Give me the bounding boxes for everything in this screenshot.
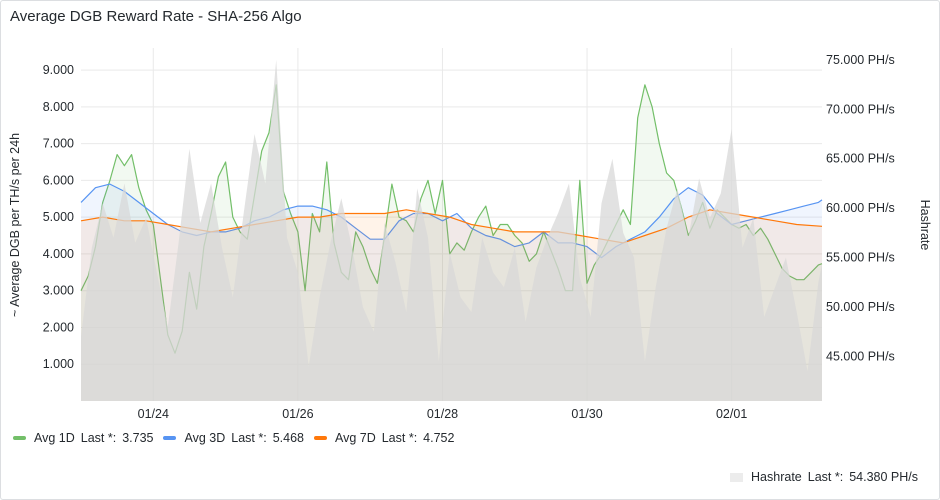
legend-last-value-avg-7d: 4.752 [423,431,455,445]
y-tick-label: 6.000 [43,173,74,187]
y2-tick-label: 60.000 PH/s [826,201,895,215]
legend-item-avg-1d[interactable]: Avg 1D Last *: 3.735 [13,431,153,445]
y2-tick-label: 55.000 PH/s [826,251,895,265]
y-tick-label: 4.000 [43,247,74,261]
y-tick-label: 8.000 [43,100,74,114]
y-tick-label: 7.000 [43,137,74,151]
y2-tick-label: 70.000 PH/s [826,102,895,116]
y-tick-label: 9.000 [43,63,74,77]
x-tick-label: 02/01 [716,407,747,421]
legend-label-avg-1d: Avg 1D [34,431,75,445]
y2-tick-label: 65.000 PH/s [826,152,895,166]
legend-swatch-avg-3d [163,436,177,440]
y-tick-label: 5.000 [43,210,74,224]
legend-last-label-avg-1d: Last *: [80,431,117,445]
legend: Avg 1D Last *: 3.735 Avg 3D Last *: 5.46… [13,431,464,445]
series-area-hashrate [81,59,822,402]
legend-swatch-avg-7d [313,436,327,440]
x-tick-label: 01/26 [282,407,313,421]
x-tick-label: 01/30 [571,407,602,421]
legend-label-avg-3d: Avg 3D [184,431,226,445]
y2-tick-label: 50.000 PH/s [826,300,895,314]
x-tick-label: 01/24 [138,407,169,421]
x-tick-label: 01/28 [427,407,458,421]
legend-swatch-avg-1d [13,436,26,440]
legend-last-value-hashrate: 54.380 PH/s [849,470,918,484]
legend-last-value-avg-3d: 5.468 [272,431,304,445]
y-tick-label: 3.000 [43,284,74,298]
legend-last-label-avg-7d: Last *: [381,431,418,445]
y-tick-label: 2.000 [43,320,74,334]
legend-last-label-hashrate: Last *: [807,470,844,484]
legend-label-hashrate: Hashrate [751,470,802,484]
legend-item-avg-7d[interactable]: Avg 7D Last *: 4.752 [313,431,455,445]
y2-tick-label: 75.000 PH/s [826,53,895,67]
legend-last-label-avg-3d: Last *: [231,431,267,445]
y-axis-title: ~ Average DGB per TH/s per 24h [8,133,22,317]
y2-tick-label: 45.000 PH/s [826,350,895,364]
legend-item-hashrate[interactable]: Hashrate Last *: 54.380 PH/s [730,470,918,484]
y2-axis-title: Hashrate [918,200,932,251]
legend-swatch-hashrate [730,472,744,482]
legend-label-avg-7d: Avg 7D [334,431,376,445]
panel-title[interactable]: Average DGB Reward Rate - SHA-256 Algo [10,8,302,25]
legend-last-value-avg-1d: 3.735 [122,431,154,445]
legend-item-avg-3d[interactable]: Avg 3D Last *: 5.468 [163,431,304,445]
y-tick-label: 1.000 [43,357,74,371]
